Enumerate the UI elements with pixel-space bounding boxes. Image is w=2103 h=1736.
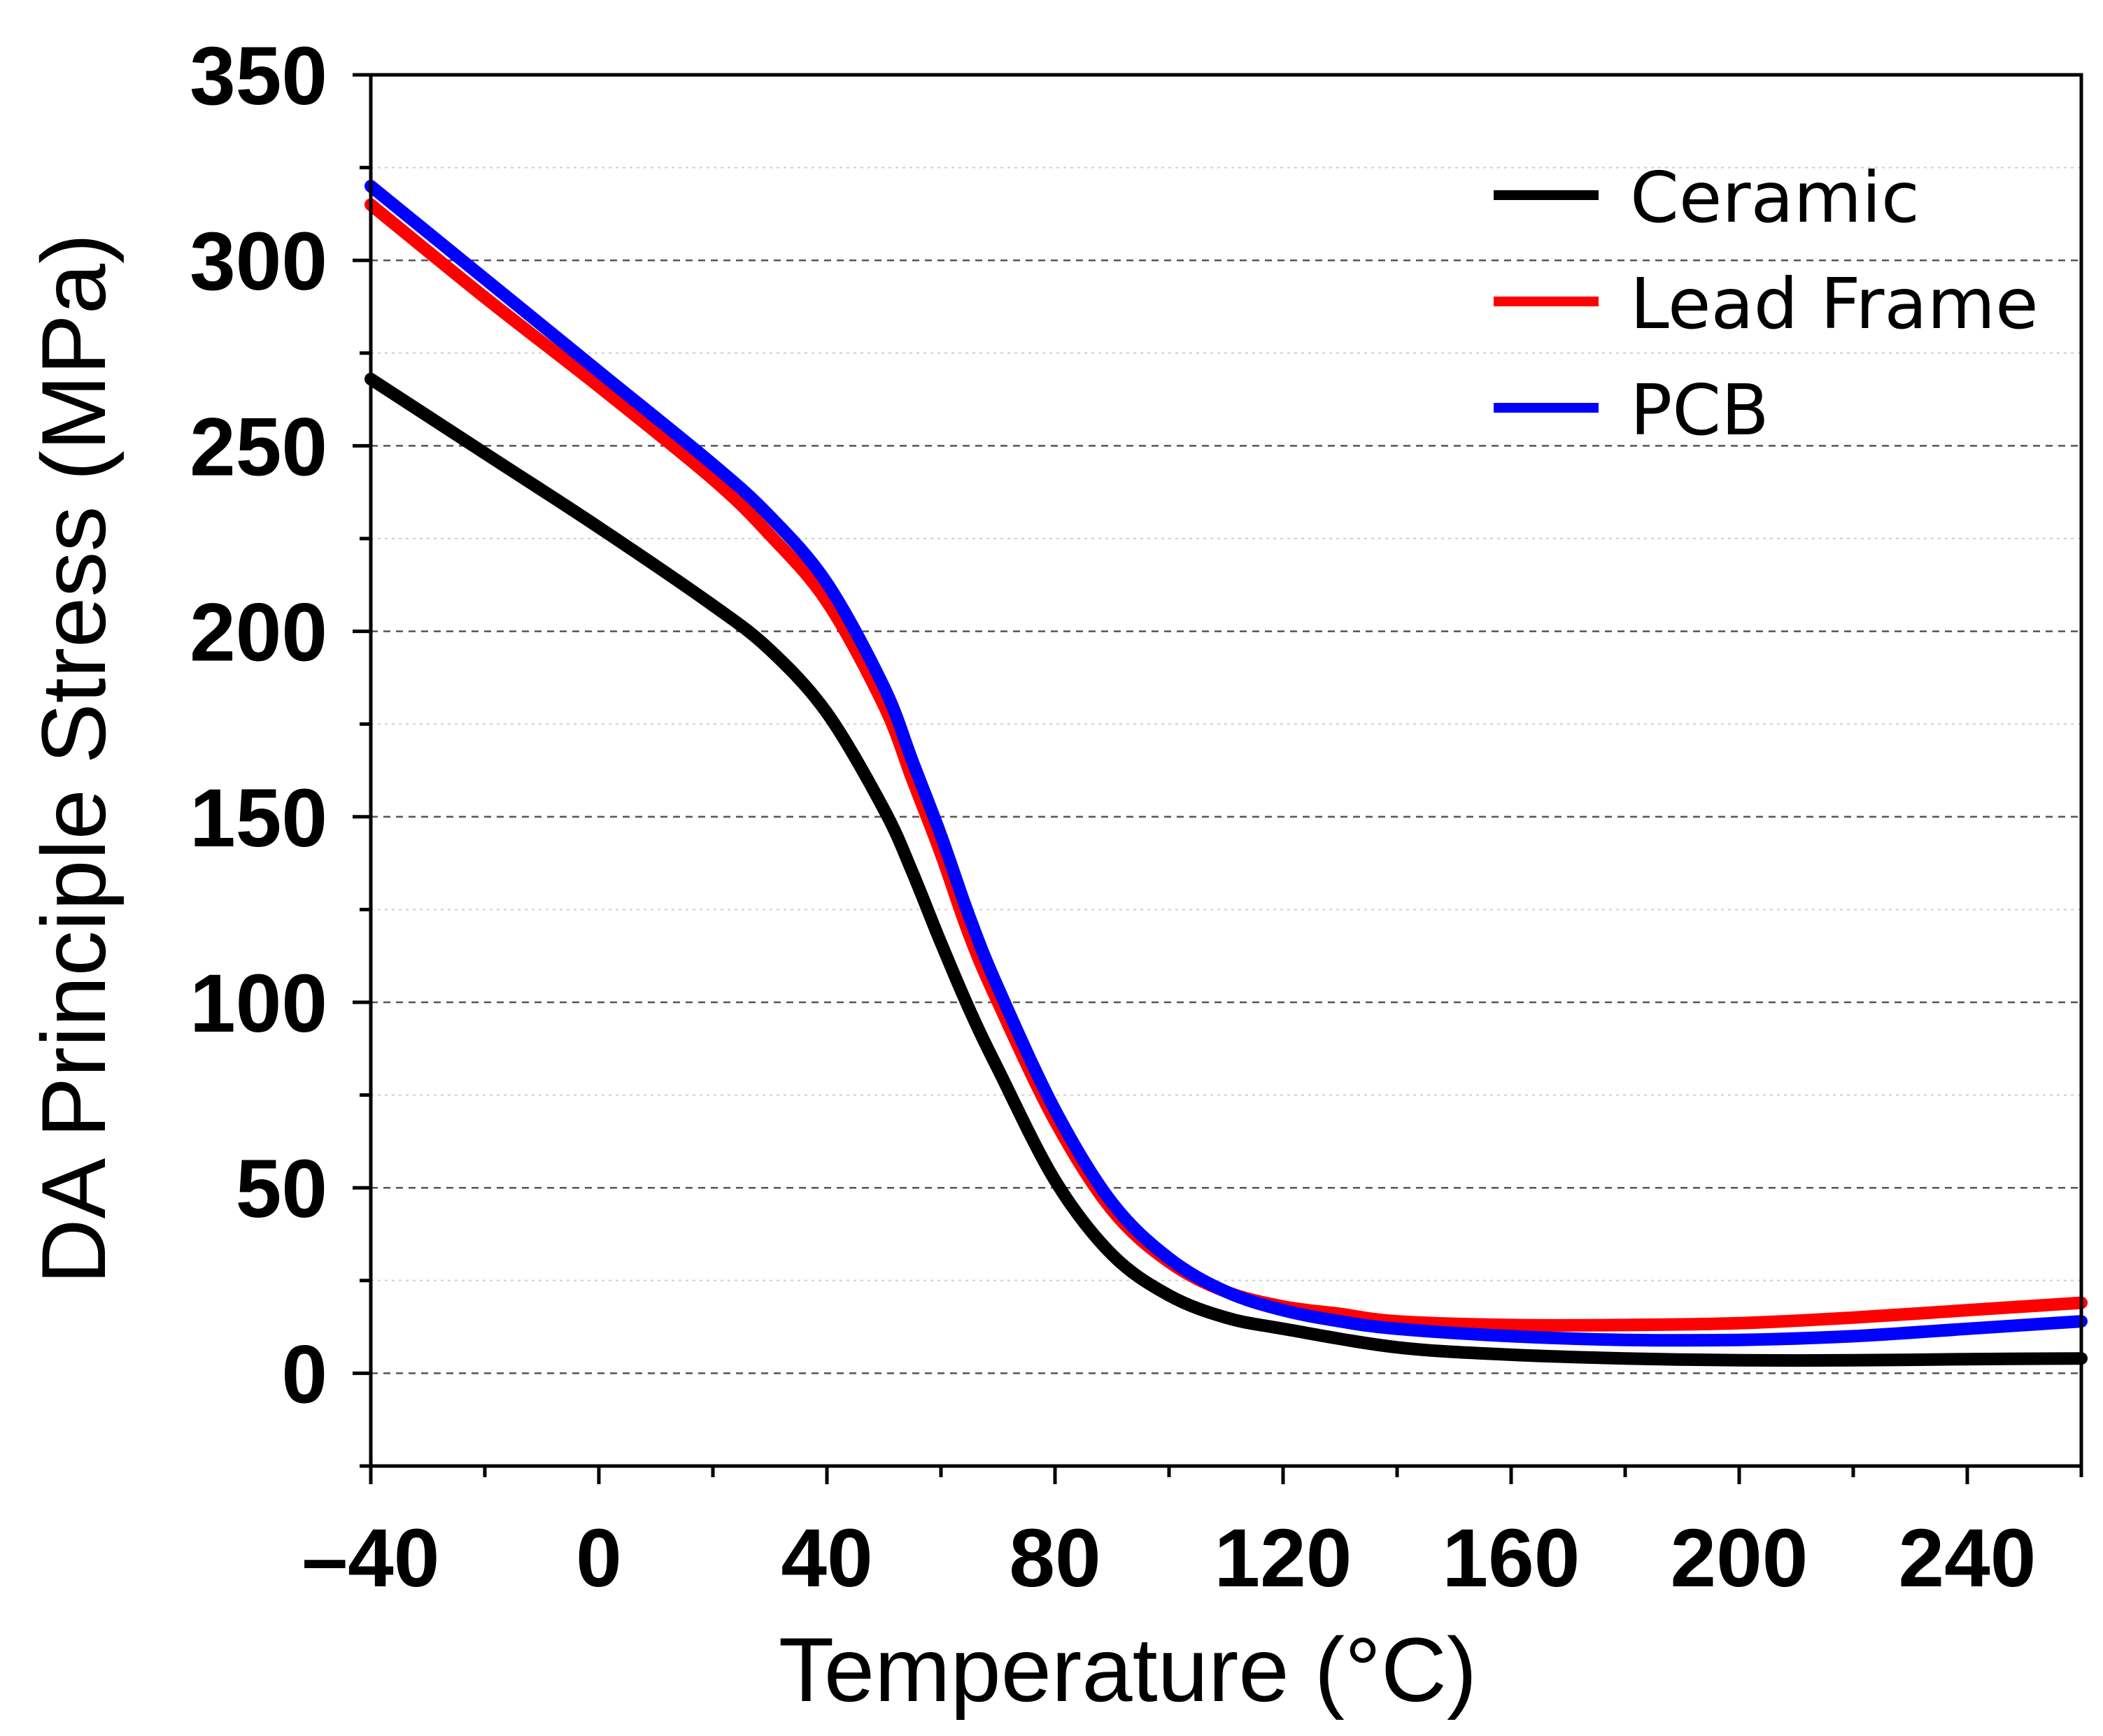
y-tick-label: 250 [190, 401, 327, 493]
y-tick-label: 200 [190, 587, 327, 679]
legend-label: PCB [1630, 369, 1769, 451]
x-tick-label: 160 [1443, 1512, 1580, 1605]
y-tick-label: 50 [236, 1143, 327, 1235]
plot-frame [369, 73, 2083, 1468]
legend-label: Ceramic [1630, 157, 1920, 239]
y-axis-ticks: 0 50 100 150 200 250 300 350 [190, 30, 371, 1468]
x-tick-label: 80 [1009, 1512, 1100, 1605]
y-tick-label: 0 [281, 1328, 327, 1421]
x-tick-label: –40 [302, 1512, 440, 1605]
y-tick-label: 300 [190, 215, 327, 308]
axes [369, 73, 2083, 1468]
y-tick-label: 150 [190, 772, 327, 865]
series-line-lead-frame [364, 198, 2088, 1332]
x-tick-label: 200 [1671, 1512, 1808, 1605]
series-line-ceramic [364, 372, 2088, 1367]
legend-label: Lead Frame [1630, 263, 2039, 345]
x-tick-label: 240 [1899, 1512, 2037, 1605]
y-tick-label: 350 [190, 30, 327, 122]
x-tick-label: 120 [1215, 1512, 1352, 1605]
y-axis-title: DA Principle Stress (MPa) [22, 234, 125, 1285]
x-tick-label: 40 [781, 1512, 872, 1605]
x-axis-ticks: –40 0 40 80 120 160 200 240 [302, 1466, 2083, 1605]
grid-lines [371, 166, 2081, 1374]
x-axis-title: Temperature (°C) [779, 1618, 1477, 1721]
x-tick-label: 0 [576, 1512, 622, 1605]
y-tick-label: 100 [190, 958, 327, 1050]
series-layer [364, 180, 2088, 1367]
legend: Ceramic Lead Frame PCB [1494, 157, 2039, 451]
series-line-pcb [364, 180, 2088, 1347]
